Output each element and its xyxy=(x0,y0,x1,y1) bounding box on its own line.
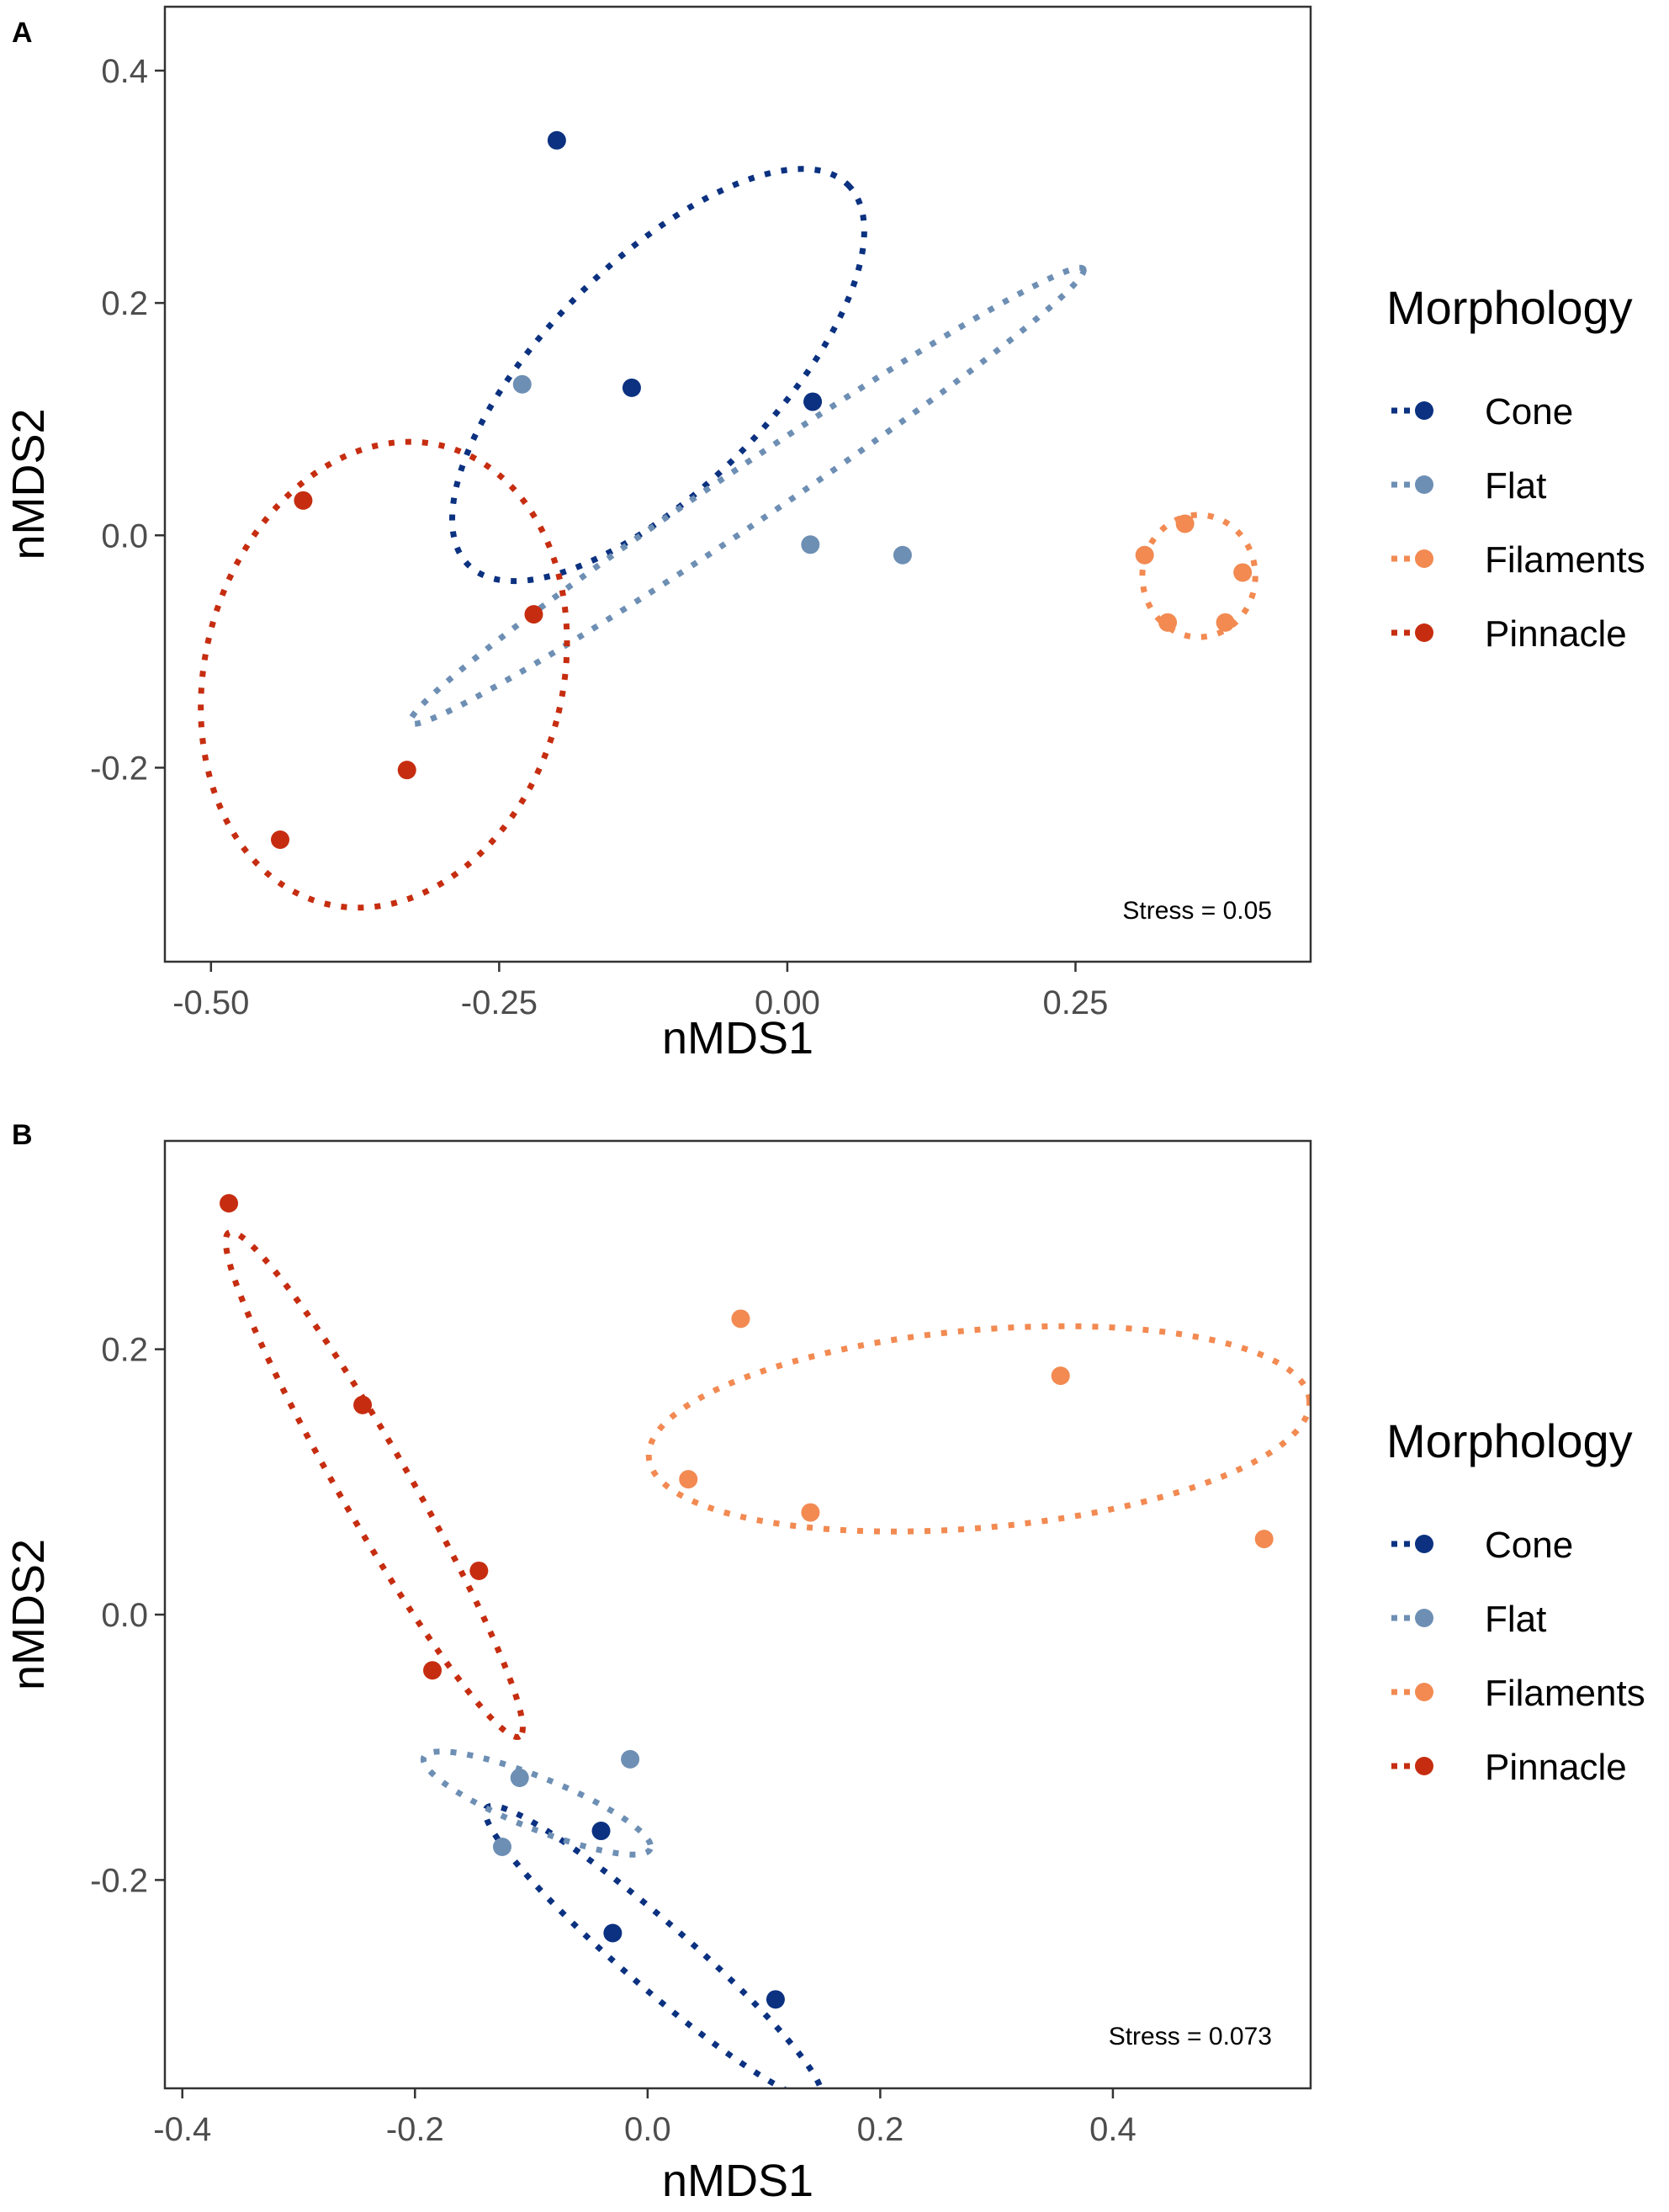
legend-label-flat: Flat xyxy=(1485,465,1546,507)
y-tick-label: -0.2 xyxy=(90,1862,148,1899)
point-flat-2 xyxy=(492,1837,511,1856)
point-filaments-4 xyxy=(1216,613,1235,632)
legend-label-pinnacle: Pinnacle xyxy=(1485,613,1627,655)
point-cone-2 xyxy=(622,378,641,397)
legend-key-point-pinnacle xyxy=(1415,623,1433,642)
legend-title: Morphology xyxy=(1386,1414,1633,1467)
point-flat-1 xyxy=(512,374,532,394)
ellipse-flat xyxy=(420,1748,654,1858)
point-filaments-4 xyxy=(801,1503,820,1522)
point-pinnacle-4 xyxy=(271,830,290,850)
x-tick-label: -0.2 xyxy=(386,2111,444,2148)
nmds-plot-a: A -0.50 -0.25 0.00 0.25 -0.2 0.0 0.2 0.4 nMDS1 nMD… xyxy=(3,5,1645,1064)
point-pinnacle-3 xyxy=(397,761,416,780)
point-pinnacle-2 xyxy=(524,605,543,624)
legend-key-point-cone xyxy=(1415,1535,1433,1553)
point-pinnacle-4 xyxy=(423,1661,442,1680)
x-tick-label: 0.2 xyxy=(857,2111,904,2148)
ellipse-layer xyxy=(198,166,1258,911)
x-tick-label: 0.0 xyxy=(624,2111,671,2148)
legend-label-filaments: Filaments xyxy=(1485,539,1645,581)
panel-b: B -0.4 -0.2 0.0 0.2 0.4 -0.2 0.0 0.2 nMDS1 nMDS2 St… xyxy=(0,1094,1669,2212)
point-cone-2 xyxy=(603,1923,623,1943)
ellipse-cone xyxy=(449,166,867,585)
stress-annotation: Stress = 0.05 xyxy=(1122,897,1272,925)
point-filaments-1 xyxy=(1135,545,1154,565)
ellipse-filaments xyxy=(1139,512,1258,640)
point-pinnacle-2 xyxy=(353,1395,373,1414)
legend-label-pinnacle: Pinnacle xyxy=(1485,1747,1627,1788)
point-filaments-1 xyxy=(731,1309,750,1329)
ellipse-cone xyxy=(482,1802,825,2088)
point-filaments-2 xyxy=(1051,1366,1070,1386)
legend-key-point-filaments xyxy=(1415,549,1433,568)
legend-key-point-flat xyxy=(1415,1609,1433,1627)
plot-border xyxy=(163,5,1312,963)
x-axis-title: nMDS1 xyxy=(662,2156,813,2206)
point-cone-3 xyxy=(803,392,823,411)
point-flat-2 xyxy=(801,535,820,554)
point-flat-3 xyxy=(893,545,912,565)
y-axis-title: nMDS2 xyxy=(3,1539,54,1690)
x-tick-label: -0.4 xyxy=(153,2111,211,2148)
point-flat-1 xyxy=(510,1768,529,1787)
legend-key-point-filaments xyxy=(1415,1683,1433,1701)
legend-key-point-flat xyxy=(1415,475,1433,494)
legend-key-point-cone xyxy=(1415,401,1433,420)
point-cone-1 xyxy=(547,130,566,150)
point-pinnacle-1 xyxy=(294,491,313,510)
y-tick-label: -0.2 xyxy=(90,750,148,787)
x-tick-label: -0.25 xyxy=(461,984,538,1021)
point-filaments-5 xyxy=(1254,1530,1274,1549)
legend: Morphology Cone Flat Filaments Pinnacle xyxy=(1386,1414,1645,1788)
point-filaments-3 xyxy=(679,1470,698,1489)
point-filaments-5 xyxy=(1158,613,1178,632)
point-cone-1 xyxy=(591,1822,611,1841)
y-tick-label: 0.0 xyxy=(101,1597,148,1634)
x-tick-label: 0.00 xyxy=(755,984,820,1021)
legend-label-cone: Cone xyxy=(1485,391,1573,432)
y-tick-label: 0.0 xyxy=(101,517,148,554)
ellipse-pinnacle xyxy=(222,1228,526,1741)
nmds-plot-b: B -0.4 -0.2 0.0 0.2 0.4 -0.2 0.0 0.2 nMDS1 nMDS2 St… xyxy=(3,1119,1645,2206)
panel-a: A -0.50 -0.25 0.00 0.25 -0.2 0.0 0.2 0.4 nMDS1 nMD… xyxy=(0,0,1669,1094)
legend-key-point-pinnacle xyxy=(1415,1757,1433,1775)
point-filaments-3 xyxy=(1233,563,1253,582)
legend-label-filaments: Filaments xyxy=(1485,1673,1645,1714)
point-filaments-2 xyxy=(1175,514,1195,533)
point-flat-3 xyxy=(621,1749,640,1769)
y-tick-label: 0.2 xyxy=(101,1332,148,1369)
y-tick-label: 0.4 xyxy=(101,53,148,90)
legend-label-cone: Cone xyxy=(1485,1525,1573,1566)
legend-title: Morphology xyxy=(1386,281,1633,334)
y-tick-label: 0.2 xyxy=(101,285,148,322)
legend: Morphology Cone Flat Filaments Pinnacle xyxy=(1386,281,1645,655)
panel-label: A xyxy=(12,17,33,49)
legend-label-flat: Flat xyxy=(1485,1599,1546,1640)
point-pinnacle-1 xyxy=(220,1194,239,1213)
ellipse-filaments xyxy=(645,1323,1311,1535)
stress-annotation: Stress = 0.073 xyxy=(1109,2023,1272,2050)
x-tick-label: 0.25 xyxy=(1043,984,1109,1021)
x-tick-label: 0.4 xyxy=(1089,2111,1137,2148)
ellipse-flat xyxy=(407,264,1087,727)
y-axis-title: nMDS2 xyxy=(3,408,54,560)
panel-label: B xyxy=(12,1119,33,1151)
x-tick-label: -0.50 xyxy=(172,984,249,1021)
plot-border xyxy=(163,1139,1312,2090)
points-layer xyxy=(220,1194,1274,2009)
x-axis-title: nMDS1 xyxy=(662,1013,813,1064)
point-pinnacle-3 xyxy=(469,1561,489,1580)
ellipse-layer xyxy=(222,1228,1311,2088)
ellipse-pinnacle xyxy=(198,438,570,911)
point-cone-3 xyxy=(766,1990,785,2009)
points-layer xyxy=(271,130,1253,850)
